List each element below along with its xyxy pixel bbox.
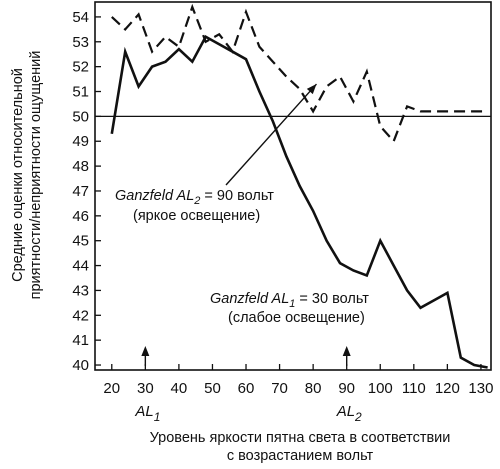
annotation-pointer-line xyxy=(225,83,318,186)
series-dashed-line xyxy=(111,3,488,144)
series-solid-line xyxy=(110,35,488,369)
annotation-text: Ganzfeld AL2 = 90 вольт xyxy=(115,188,274,207)
al-label: AL2 xyxy=(336,403,362,424)
adaptation-level-markers: AL1 AL2 xyxy=(134,346,362,424)
x-axis-title: с возрастанием вольт xyxy=(227,448,374,464)
plot-frame xyxy=(94,1,492,371)
annotations: Ganzfeld AL2 = 90 вольт(яркое освещение)… xyxy=(115,83,369,326)
x-tick-label: 60 xyxy=(238,380,255,397)
axis-titles: Уровень яркости пятна света в соответств… xyxy=(10,51,450,464)
x-tick-label: 20 xyxy=(103,380,120,397)
y-tick-label: 48 xyxy=(72,158,89,175)
plot-border xyxy=(94,1,492,371)
y-tick-label: 52 xyxy=(72,59,89,76)
y-tick-label: 54 xyxy=(72,9,89,26)
y-tick-label: 45 xyxy=(72,233,89,250)
y-tick-label: 42 xyxy=(72,307,89,324)
annotation-arrowhead xyxy=(306,84,317,95)
series-layer xyxy=(110,3,488,369)
y-tick-label: 53 xyxy=(72,34,89,51)
al-marker-1: AL1 xyxy=(134,346,160,424)
y-tick-label: 41 xyxy=(72,332,89,349)
al-arrowhead xyxy=(141,346,150,356)
annotation-text: (яркое освещение) xyxy=(133,208,260,224)
x-tick-label: 130 xyxy=(468,380,493,397)
y-tick-label: 51 xyxy=(72,84,89,101)
y-axis-title: приятности/неприятности ощущений xyxy=(28,51,44,300)
y-tick-label: 47 xyxy=(72,183,89,200)
x-tick-label: 30 xyxy=(137,380,154,397)
annotation-ganz1: Ganzfeld AL1 = 30 вольт(слабое освещение… xyxy=(210,291,369,326)
y-axis: 40 41 42 43 44 45 46 47 48 49 50 51 52 53 54 xyxy=(72,9,101,374)
y-tick-label: 40 xyxy=(72,357,89,374)
x-tick-label: 40 xyxy=(171,380,188,397)
y-tick-label: 46 xyxy=(72,208,89,225)
x-tick-label: 120 xyxy=(435,380,460,397)
annotation-ganz2: Ganzfeld AL2 = 90 вольт(яркое освещение) xyxy=(115,83,318,224)
y-tick-label: 50 xyxy=(72,108,89,125)
annotation-text: Ganzfeld AL1 = 30 вольт xyxy=(210,291,369,310)
al-label: AL1 xyxy=(134,403,160,424)
x-tick-label: 110 xyxy=(402,380,426,397)
al-marker-2: AL2 xyxy=(336,346,362,424)
x-axis: 20 30 40 50 60 70 80 90 100 110 120 130 xyxy=(103,364,493,397)
x-tick-label: 70 xyxy=(271,380,288,397)
x-axis-title: Уровень яркости пятна света в соответств… xyxy=(150,430,451,446)
x-tick-label: 90 xyxy=(338,380,355,397)
y-tick-label: 43 xyxy=(72,282,89,299)
x-tick-label: 100 xyxy=(368,380,393,397)
x-tick-label: 50 xyxy=(204,380,221,397)
y-tick-label: 44 xyxy=(72,258,89,275)
y-axis-title: Средние оценки относительной xyxy=(10,68,26,282)
x-tick-label: 80 xyxy=(305,380,322,397)
al-arrowhead xyxy=(342,346,351,356)
annotation-text: (слабое освещение) xyxy=(228,310,365,326)
y-tick-label: 49 xyxy=(72,133,89,150)
